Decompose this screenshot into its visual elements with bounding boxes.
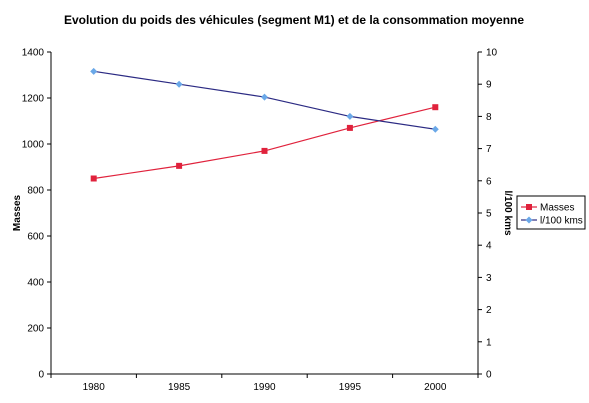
- y-left-tick-label: 1000: [22, 140, 45, 151]
- axes: 0 200 400 600 800 1000 1200 1400 0 1 2 3 4 5 6 7 8 9 10 198…: [22, 48, 498, 394]
- data-point-consumption: [261, 93, 268, 101]
- legend-label: Masses: [540, 203, 574, 214]
- data-point-consumption: [175, 80, 183, 88]
- y-left-axis-title: Masses: [12, 194, 23, 231]
- y-left-tick-label: 200: [27, 324, 44, 335]
- y-right-tick-label: 5: [486, 209, 492, 220]
- y-right-tick-label: 10: [486, 48, 498, 59]
- data-point-consumption: [431, 125, 439, 133]
- y-right-tick-label: 2: [486, 305, 492, 316]
- legend-marker-diamond: [525, 216, 533, 224]
- y-left-tick-label: 1200: [22, 94, 45, 105]
- y-right-tick-label: 6: [486, 176, 492, 187]
- data-point-consumption: [346, 112, 354, 120]
- data-point-consumption: [90, 67, 98, 75]
- y-right-tick-label: 0: [486, 370, 492, 381]
- legend-box: [516, 195, 586, 230]
- chart-title: Evolution du poids des véhicules (segmen…: [64, 13, 524, 27]
- series-line-masses: [93, 106, 436, 180]
- series-lines: [93, 70, 436, 180]
- y-right-tick-label: 7: [486, 144, 492, 155]
- data-point-masses: [432, 104, 439, 111]
- y-left-tick-label: 600: [27, 232, 44, 243]
- y-right-axis-title: l/100 kms: [502, 190, 513, 235]
- legend: Masses l/100 kms: [516, 195, 586, 230]
- y-right-tick-label: 9: [486, 80, 492, 91]
- y-right-tick-label: 4: [486, 241, 492, 252]
- data-point-masses: [346, 124, 353, 131]
- y-right-tick-label: 3: [486, 273, 492, 284]
- data-point-masses: [176, 162, 183, 169]
- legend-marker-square: [526, 204, 532, 210]
- y-left-tick-label: 800: [27, 186, 44, 197]
- x-tick-label: 1980: [83, 382, 106, 393]
- y-right-tick-label: 8: [486, 112, 492, 123]
- x-tick-label: 1995: [339, 382, 362, 393]
- y-left-tick-label: 400: [27, 278, 44, 289]
- x-tick-label: 1985: [168, 382, 191, 393]
- x-tick-label: 1990: [253, 382, 276, 393]
- y-left-tick-label: 0: [38, 370, 44, 381]
- data-point-masses: [261, 147, 268, 154]
- y-left-tick-label: 1400: [22, 48, 45, 59]
- data-point-masses: [90, 175, 97, 182]
- y-right-tick-label: 1: [486, 337, 492, 348]
- x-tick-label: 2000: [424, 382, 447, 393]
- series-markers: [90, 67, 439, 182]
- legend-label: l/100 kms: [540, 216, 583, 227]
